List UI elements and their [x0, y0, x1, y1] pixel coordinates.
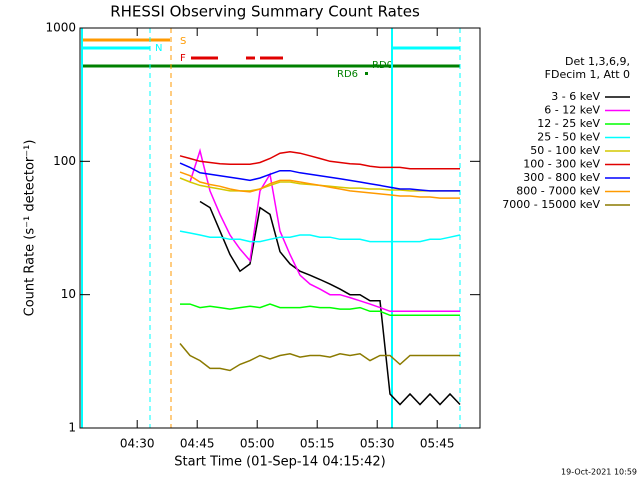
legend-header: FDecim 1, Att 0: [545, 68, 630, 81]
annotation: F: [180, 53, 186, 64]
series-line: [179, 343, 460, 372]
legend-label: 3 - 6 keV: [551, 90, 600, 103]
series-line: [179, 230, 461, 243]
legend-label: 50 - 100 keV: [530, 144, 600, 157]
x-tick-label: 05:45: [420, 437, 455, 451]
y-tick-label: 1000: [45, 21, 76, 35]
y-axis-label: Count Rate (s⁻¹ detector⁻¹): [23, 140, 38, 317]
chart-title: RHESSI Observing Summary Count Rates: [110, 3, 420, 21]
legend-label: 800 - 7000 keV: [516, 185, 600, 198]
y-tick-label: 100: [53, 154, 76, 168]
x-tick-label: 05:15: [300, 437, 335, 451]
x-tick-label: 04:30: [120, 437, 155, 451]
series-line: [189, 148, 460, 313]
series-line: [180, 303, 460, 317]
annotation: RD6: [337, 69, 358, 80]
x-tick-label: 05:00: [240, 437, 275, 451]
legend-label: 7000 - 15000 keV: [502, 198, 600, 211]
legend-label: 100 - 300 keV: [523, 158, 600, 171]
annotation: RD0: [372, 60, 393, 71]
y-tick-label: 10: [61, 287, 76, 301]
legend-label: 6 - 12 keV: [544, 104, 600, 117]
series-line: [179, 150, 460, 170]
legend-label: 12 - 25 keV: [537, 117, 600, 130]
y-tick-label: 1: [68, 421, 76, 435]
legend-label: 300 - 800 keV: [523, 171, 600, 184]
legend-label: 25 - 50 keV: [537, 131, 600, 144]
x-axis-label: Start Time (01-Sep-14 04:15:42): [174, 455, 385, 470]
x-tick-label: 05:30: [360, 437, 395, 451]
series-line: [199, 200, 461, 406]
series-line: [179, 171, 460, 199]
annotation: S: [180, 36, 186, 47]
plot-frame: [79, 27, 481, 429]
series-line: [179, 162, 460, 192]
legend-header: Det 1,3,6,9,: [565, 55, 630, 68]
timestamp: 19-Oct-2021 10:59: [561, 468, 637, 477]
x-tick-label: 04:45: [180, 437, 215, 451]
status-dot: [365, 72, 368, 75]
annotation: N: [155, 43, 162, 54]
